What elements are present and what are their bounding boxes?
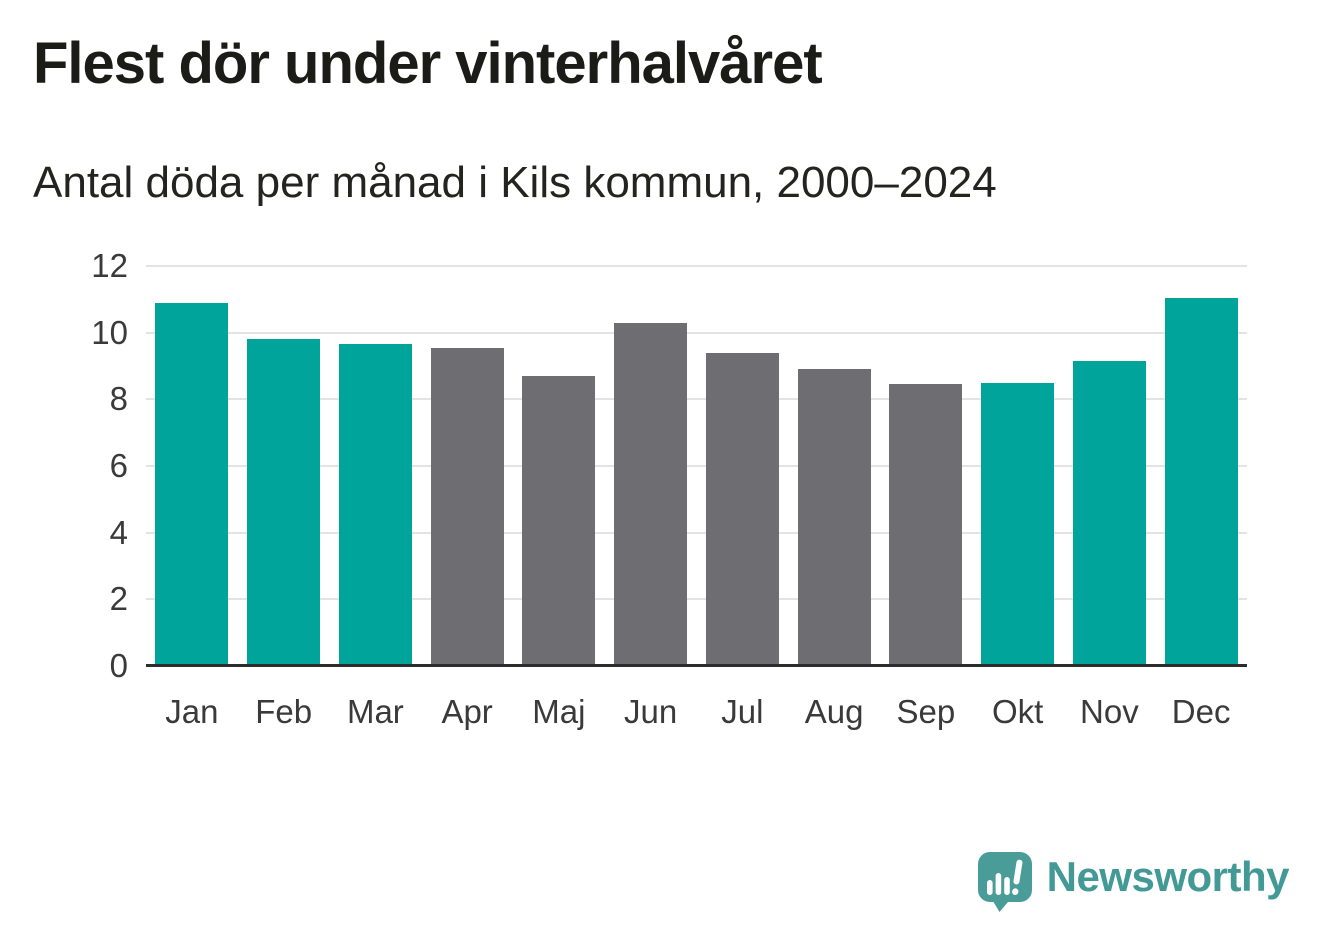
gridline-8 (146, 398, 1247, 401)
x-tick-label-okt: Okt (991, 693, 1044, 730)
x-axis-line (146, 664, 1247, 667)
x-tick-label-jun: Jun (624, 693, 678, 730)
chart-subtitle: Antal döda per månad i Kils kommun, 2000… (33, 158, 997, 207)
x-tick-label-mar: Mar (346, 693, 404, 730)
x-tick-label-dec: Dec (1171, 693, 1231, 730)
x-tick-label-maj: Maj (532, 693, 586, 730)
brand-name: Newsworthy (1046, 853, 1290, 900)
bar-nov (1072, 361, 1146, 666)
x-tick-label-jan: Jan (165, 693, 219, 730)
bar-sep (889, 384, 963, 666)
y-tick-label-6: 6 (109, 446, 128, 484)
gridline-10 (146, 331, 1247, 334)
y-tick-label-10: 10 (91, 313, 128, 351)
brand-footer: Newsworthy (977, 851, 1290, 913)
bar-feb (247, 339, 321, 666)
x-tick-label-apr: Apr (441, 693, 493, 730)
x-tick-label-jul: Jul (721, 693, 764, 730)
x-tick-label-feb: Feb (255, 693, 313, 730)
bar-dec (1164, 297, 1238, 666)
x-tick-label-aug: Aug (804, 693, 864, 730)
bar-maj (522, 376, 596, 666)
y-tick-label-12: 12 (91, 246, 128, 284)
y-tick-label-4: 4 (109, 513, 128, 551)
bar-jun (614, 322, 688, 666)
y-tick-label-0: 0 (109, 646, 128, 684)
newsworthy-logo-icon (977, 852, 1032, 912)
x-tick-label-nov: Nov (1080, 693, 1139, 730)
bar-okt (981, 382, 1055, 666)
x-tick-label-sep: Sep (896, 693, 956, 730)
bar-jul (705, 352, 779, 666)
bar-jan (155, 302, 229, 666)
gridline-12 (146, 265, 1247, 267)
bar-apr (430, 347, 504, 666)
x-axis: Jan Feb Mar Apr Maj Jun Jul Aug Sep Okt Nov Dec (146, 692, 1247, 738)
gridline-4 (146, 531, 1247, 534)
gridline-6 (146, 465, 1247, 467)
bar-mar (338, 344, 412, 666)
y-axis: 0 2 4 6 8 10 12 (0, 249, 128, 682)
y-tick-label-2: 2 (109, 580, 128, 618)
gridline-2 (146, 598, 1247, 601)
bar-aug (797, 369, 871, 666)
plot-area (146, 265, 1247, 667)
chart-title: Flest dör under vinterhalvåret (33, 31, 823, 96)
y-tick-label-8: 8 (109, 380, 128, 418)
